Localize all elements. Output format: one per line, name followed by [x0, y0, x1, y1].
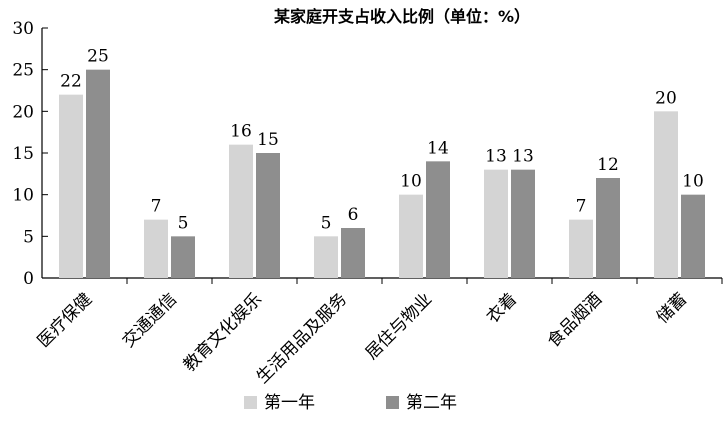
legend: 第一年 第二年 — [244, 393, 457, 413]
bar-series-2 — [171, 236, 195, 278]
bar-series-2 — [256, 153, 280, 278]
category-label: 食品烟酒 — [544, 289, 606, 351]
chart-title: 某家庭开支占收入比例（单位：%） — [273, 7, 530, 26]
y-tick-label: 30 — [12, 19, 34, 39]
category-label: 交通通信 — [119, 289, 181, 351]
value-label: 10 — [682, 172, 704, 192]
bar-series-1 — [484, 169, 508, 278]
y-tick-label: 5 — [23, 227, 34, 247]
value-label: 6 — [348, 205, 359, 225]
bar-series-2 — [596, 178, 620, 278]
value-label: 7 — [576, 197, 587, 217]
value-label: 5 — [321, 213, 332, 233]
bar-series-2 — [86, 69, 110, 279]
bar-series-1 — [229, 144, 253, 278]
y-tick-label: 10 — [12, 186, 34, 206]
bar-series-2 — [426, 161, 450, 278]
bar-series-1 — [144, 219, 168, 278]
bar-series-1 — [569, 219, 593, 278]
legend-label: 第一年 — [264, 393, 315, 413]
value-label: 10 — [400, 172, 422, 192]
y-tick-label: 0 — [23, 269, 34, 289]
value-label: 12 — [597, 155, 619, 175]
y-tick-label: 20 — [12, 102, 34, 122]
value-label: 13 — [512, 147, 534, 167]
category-label: 储蓄 — [653, 289, 691, 327]
bar-series-1 — [399, 194, 423, 278]
value-label: 13 — [485, 147, 507, 167]
bar-series-2 — [681, 194, 705, 278]
value-label: 5 — [178, 213, 189, 233]
bar-series-1 — [314, 236, 338, 278]
value-label: 20 — [655, 88, 677, 108]
y-tick-label: 15 — [12, 144, 34, 164]
category-label: 医疗保健 — [34, 289, 96, 351]
category-label: 衣着 — [483, 289, 521, 327]
bar-series-1 — [654, 111, 678, 278]
legend-swatch — [244, 396, 257, 409]
bar-series-1 — [59, 94, 83, 279]
bar-series-2 — [511, 169, 535, 278]
value-label: 16 — [230, 122, 252, 142]
legend-swatch — [386, 396, 399, 409]
category-label: 生活用品及服务 — [253, 289, 351, 387]
value-label: 14 — [427, 138, 449, 158]
value-label: 22 — [60, 72, 82, 92]
value-label: 7 — [151, 197, 162, 217]
value-label: 15 — [257, 130, 279, 150]
bars — [59, 69, 705, 279]
legend-label: 第二年 — [406, 393, 457, 413]
y-tick-label: 25 — [12, 61, 34, 81]
bar-series-2 — [341, 228, 365, 278]
value-label: 25 — [87, 47, 109, 67]
category-label: 居住与物业 — [362, 289, 436, 363]
category-label: 教育文化娱乐 — [180, 289, 266, 375]
